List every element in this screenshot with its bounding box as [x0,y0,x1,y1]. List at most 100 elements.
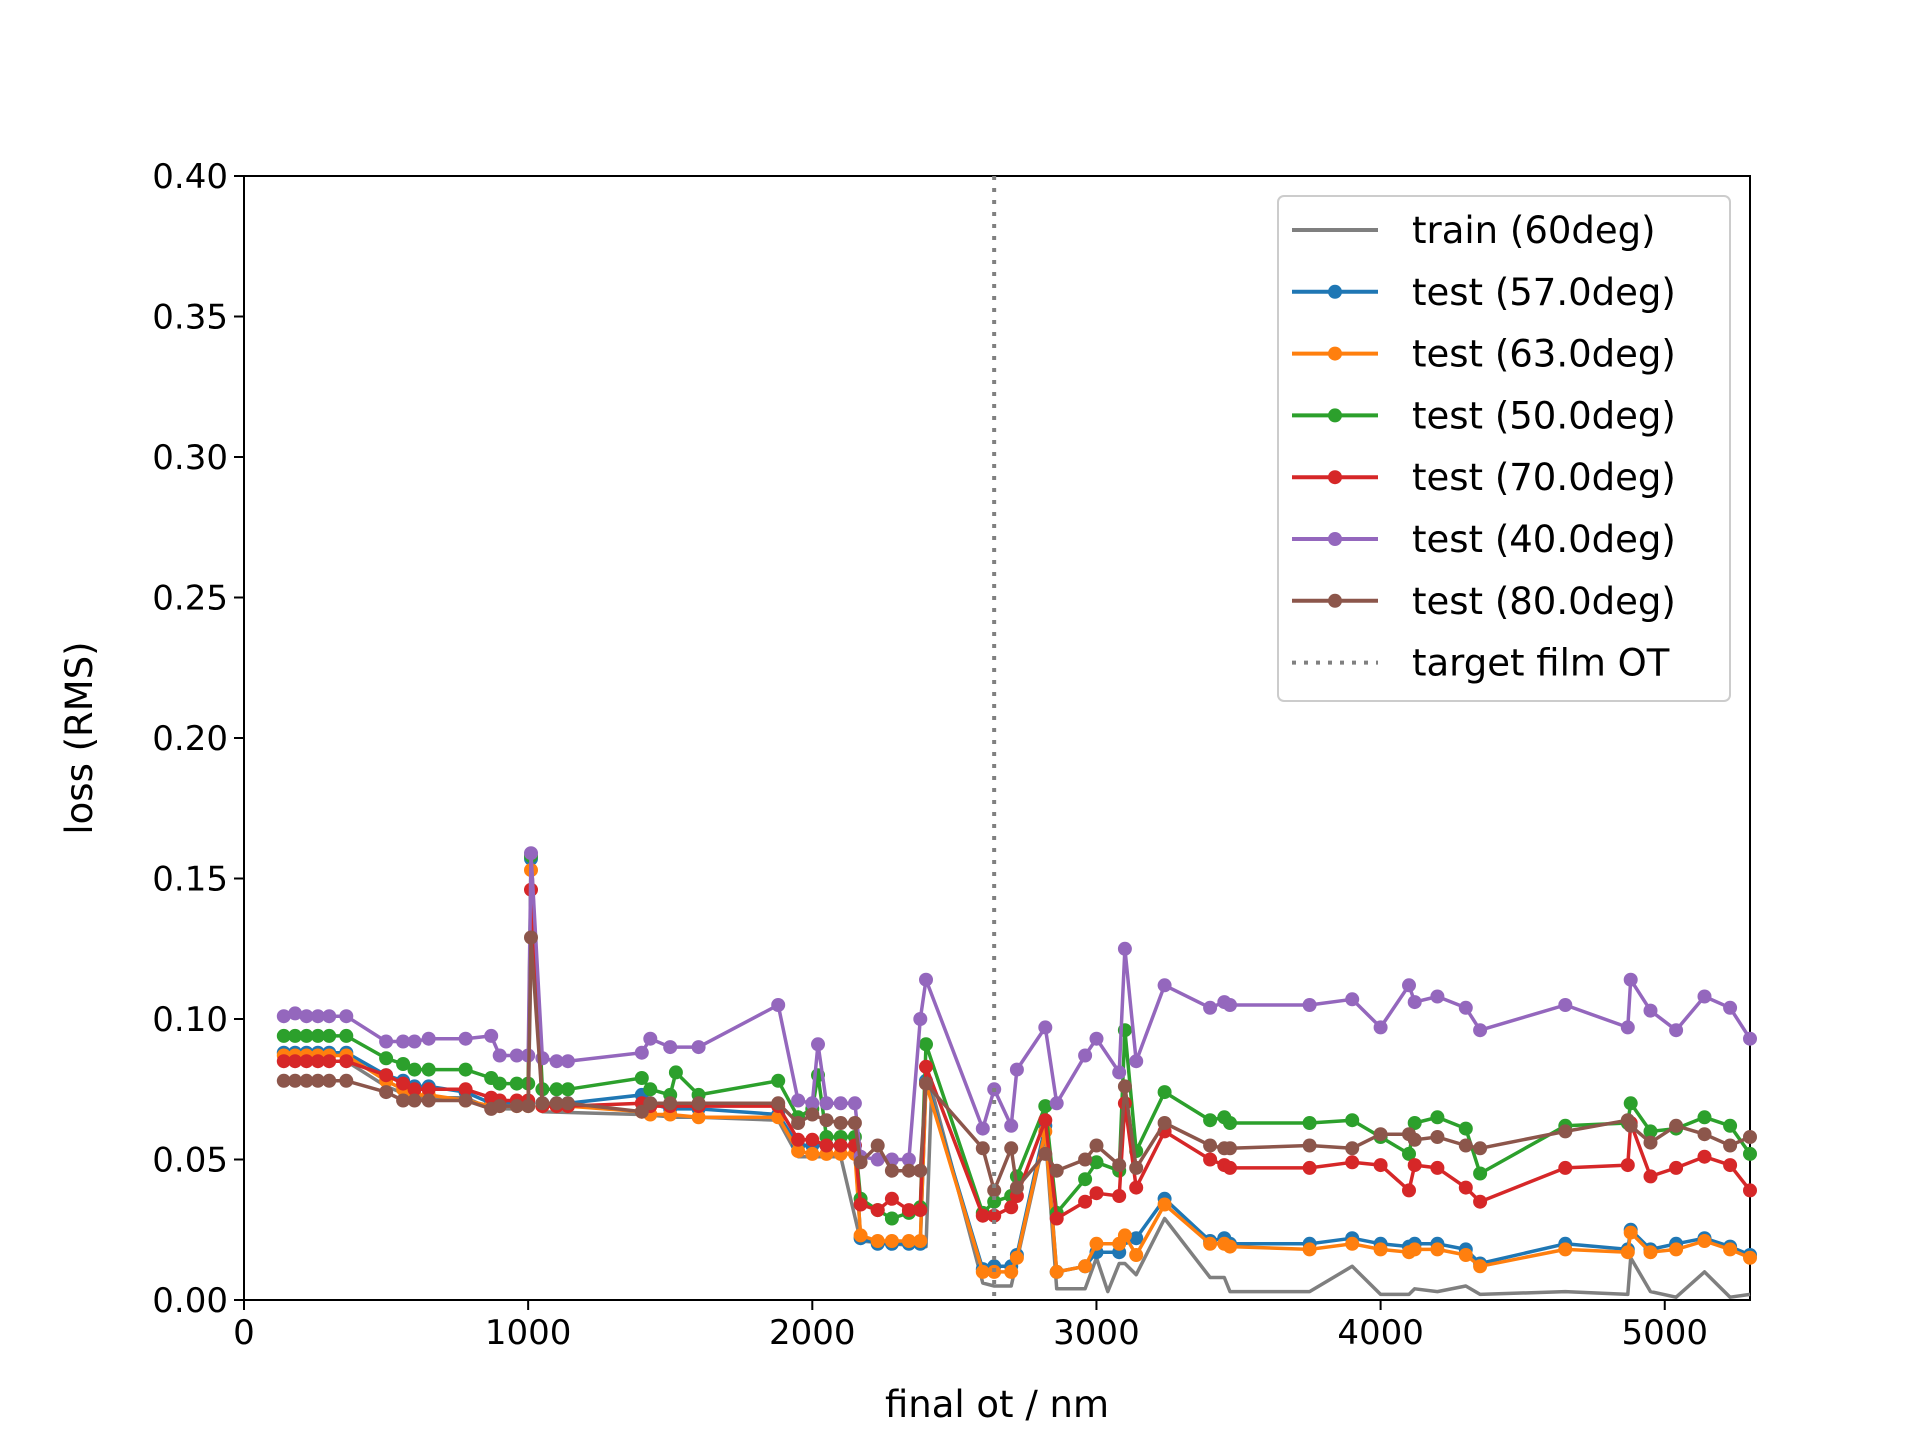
data-point [1473,1259,1488,1274]
data-point [1223,1239,1237,1254]
data-point [535,1096,550,1111]
data-point [901,1234,916,1248]
data-point [870,1138,885,1153]
data-point [1345,1236,1360,1251]
data-point [805,1146,820,1161]
data-point [1049,1211,1064,1226]
data-point [509,1048,524,1063]
legend-label: test (70.0deg) [1412,456,1676,499]
x-axis: 0 1000 2000 3000 4000 5000 [233,1300,1708,1353]
data-point [407,1082,422,1097]
x-axis-label: final ot / nm [885,1383,1109,1426]
data-point [691,1040,706,1055]
data-point [1112,1065,1127,1080]
data-point [987,1183,1002,1198]
x-tick-label: 4000 [1337,1313,1424,1353]
legend-label: test (80.0deg) [1412,580,1676,623]
data-point [322,1054,337,1069]
data-point [1009,1250,1024,1265]
data-point [1697,1234,1712,1248]
data-point [458,1062,473,1077]
data-point [1004,1118,1019,1133]
data-point [791,1144,806,1159]
data-point [1697,989,1712,1004]
data-point [1038,1146,1053,1161]
data-point [884,1211,899,1226]
data-point [1157,1116,1172,1130]
y-tick-label: 0.15 [152,860,228,900]
data-point [288,1073,303,1088]
data-point [549,1054,564,1069]
data-point [310,1073,325,1088]
data-point [1458,1248,1473,1262]
data-point [901,1203,916,1218]
data-point [1038,1020,1053,1035]
data-point [884,1234,899,1248]
data-point [771,1073,786,1088]
data-point [1078,1172,1093,1187]
y-tick-label: 0.20 [152,719,228,759]
data-point [1302,998,1317,1012]
legend-item: test (50.0deg) [1292,394,1676,437]
data-point [1373,1242,1388,1257]
data-point [1117,1079,1132,1094]
data-point [339,1009,354,1024]
data-point [884,1191,899,1206]
data-point [1203,1236,1218,1251]
data-point [847,1116,862,1130]
data-point [560,1054,575,1069]
data-point [1558,998,1573,1012]
data-point [1473,1194,1488,1209]
legend-item: train (60deg) [1292,209,1656,252]
data-point [1009,1180,1024,1195]
data-point [1078,1194,1093,1209]
data-point [853,1228,868,1243]
data-point [1620,1245,1635,1260]
data-point [913,1234,928,1248]
data-point [1345,1155,1360,1170]
legend-label: test (63.0deg) [1412,333,1676,376]
data-point [819,1096,834,1111]
data-point [1669,1023,1684,1038]
data-point [396,1076,411,1091]
x-tick-label: 1000 [485,1313,572,1353]
y-tick-label: 0.10 [152,1000,228,1040]
data-point [1643,1003,1658,1018]
data-point [1004,1141,1019,1156]
data-point [913,1012,928,1026]
data-point [884,1163,899,1178]
data-point [276,1054,291,1069]
data-point [1723,1138,1738,1153]
data-point [975,1264,990,1279]
data-point [322,1009,337,1024]
data-point [1669,1242,1684,1257]
data-point [1430,1242,1445,1257]
data-point [819,1113,834,1128]
data-point [458,1093,473,1108]
data-point [1458,1000,1473,1015]
data-point [407,1034,422,1049]
data-point [1038,1099,1053,1114]
data-point [276,1009,291,1024]
data-point [1089,1031,1104,1046]
data-point [524,930,538,945]
data-point [805,1132,820,1147]
data-point [322,1028,337,1043]
data-point [870,1234,885,1248]
y-tick-label: 0.35 [152,298,228,338]
data-point [975,1208,990,1223]
data-point [668,1065,683,1080]
series-layer [276,846,1757,1299]
data-point [1117,1228,1132,1243]
data-point [1373,1020,1388,1035]
data-point [1430,1160,1445,1175]
data-point [1157,1085,1172,1100]
x-tick-label: 2000 [769,1313,856,1353]
data-point [560,1082,575,1097]
data-point [1743,1146,1757,1161]
data-point [1620,1020,1635,1035]
data-point [299,1009,314,1024]
data-point [811,1037,825,1052]
data-point [1669,1118,1684,1133]
